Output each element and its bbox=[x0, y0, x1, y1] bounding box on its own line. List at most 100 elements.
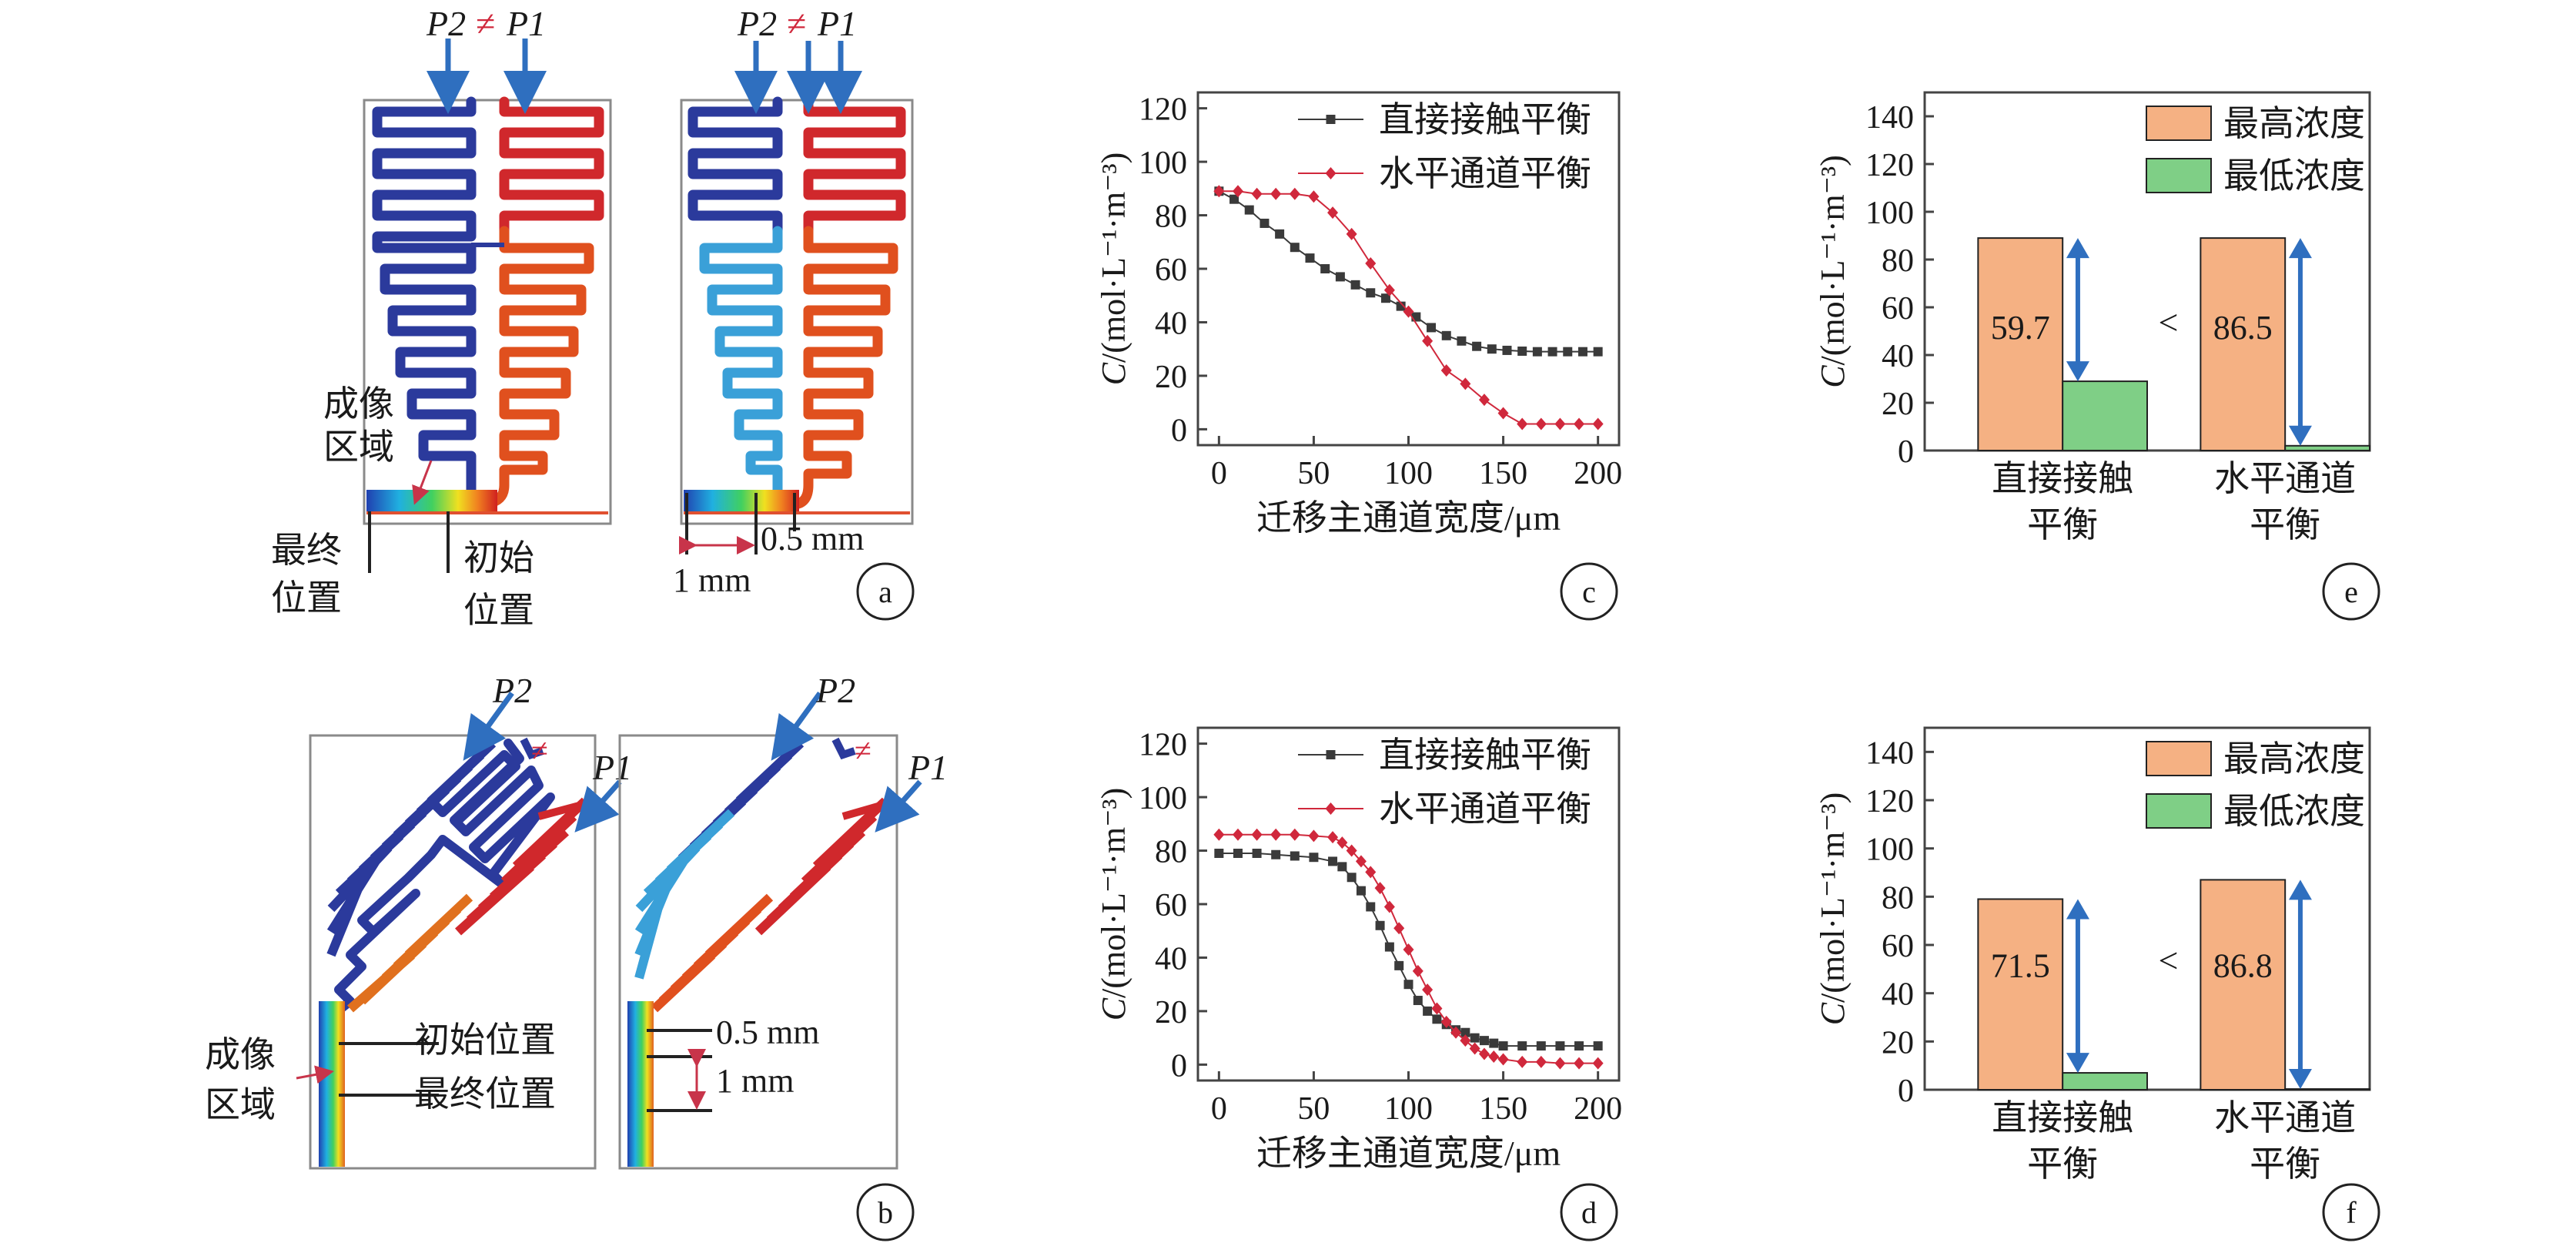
legend-label: 直接接触平衡 bbox=[1379, 735, 1591, 775]
data-point bbox=[1403, 980, 1413, 990]
data-point bbox=[1440, 1015, 1452, 1028]
panel-b-right-device: P2 ≠ P1 0.5 mm 1 mm bbox=[618, 671, 948, 1170]
data-point bbox=[1270, 828, 1282, 841]
y-tick-label: 0 bbox=[1171, 413, 1187, 448]
x-tick-label: 100 bbox=[1384, 456, 1433, 491]
blue-zigzag bbox=[677, 739, 805, 863]
red-zigzag bbox=[754, 797, 889, 936]
data-point bbox=[1440, 364, 1452, 377]
category-label: 直接接触 bbox=[1992, 459, 2133, 498]
panel-d-letter: d bbox=[1560, 1183, 1618, 1241]
data-point bbox=[1427, 323, 1437, 333]
data-point bbox=[1260, 218, 1270, 228]
data-point bbox=[1308, 190, 1320, 203]
data-point bbox=[1593, 347, 1603, 357]
data-point bbox=[1535, 417, 1547, 431]
blue-channel bbox=[326, 739, 555, 1033]
data-point bbox=[1593, 1041, 1603, 1051]
y-tick-label: 60 bbox=[1882, 929, 1914, 964]
y-tick-label: 20 bbox=[1882, 387, 1914, 422]
data-point bbox=[1478, 1047, 1490, 1060]
data-point bbox=[1213, 185, 1225, 198]
bar bbox=[2062, 380, 2148, 452]
y-axis-label-variable: C bbox=[1095, 362, 1132, 385]
panel-d-line-chart: 0 20 40 60 80 100 120 0 50 100 150 200 迁移主通道宽度/μm C/(… bbox=[1095, 726, 1622, 1173]
p1-label: P1 bbox=[506, 4, 546, 43]
p2-label: P2 bbox=[737, 4, 777, 43]
data-point bbox=[1337, 836, 1348, 849]
y-tick-label: 80 bbox=[1155, 835, 1187, 870]
difference-arrow-head bbox=[2066, 1053, 2089, 1074]
blue-inlet bbox=[831, 737, 856, 760]
panel-letter: b bbox=[878, 1195, 893, 1230]
data-point bbox=[1554, 1057, 1566, 1070]
data-point bbox=[1214, 849, 1224, 859]
red-channel bbox=[499, 96, 604, 236]
imaging-region-label-2: 区域 bbox=[323, 427, 394, 467]
difference-label: 86.8 bbox=[2213, 946, 2273, 984]
x-axis-label: 迁移主通道宽度/μm bbox=[1256, 498, 1561, 538]
dim-small-label: 0.5 mm bbox=[761, 520, 864, 558]
y-axis-label-variable: C bbox=[1095, 997, 1132, 1020]
initial-position-label-2: 位置 bbox=[463, 591, 534, 630]
panel-e-letter: e bbox=[2322, 562, 2380, 621]
orange-zigzag bbox=[347, 893, 473, 1013]
x-axis-label: 迁移主通道宽度/μm bbox=[1256, 1134, 1561, 1173]
panel-letter-circle bbox=[856, 562, 915, 621]
final-position-label-2: 位置 bbox=[271, 578, 342, 618]
p2-label: P2 bbox=[492, 671, 532, 710]
x-tick-label: 50 bbox=[1297, 1091, 1330, 1127]
category-label: 平衡 bbox=[2027, 505, 2098, 544]
plot-frame bbox=[1196, 91, 1621, 447]
x-tick-label: 0 bbox=[1211, 1091, 1227, 1127]
data-point bbox=[1479, 1036, 1489, 1046]
difference-label: 71.5 bbox=[1991, 946, 2050, 984]
device-frame bbox=[618, 734, 898, 1170]
data-point bbox=[1470, 1033, 1480, 1043]
panel-b: P2 ≠ P1 成像 区域 初始位置 最终位置 P2 ≠ P1 bbox=[205, 671, 948, 1241]
legend-swatch bbox=[2146, 158, 2212, 193]
legend-label: 直接接触平衡 bbox=[1379, 100, 1591, 139]
panel-letter-circle bbox=[2322, 562, 2380, 621]
data-point bbox=[1592, 1057, 1604, 1070]
data-point bbox=[1251, 828, 1263, 841]
series-2 bbox=[1213, 828, 1604, 1070]
data-point bbox=[1441, 330, 1451, 340]
panel-b-left-device: P2 ≠ P1 成像 区域 初始位置 最终位置 bbox=[205, 671, 632, 1170]
data-point bbox=[1366, 288, 1376, 298]
legend-label: 水平通道平衡 bbox=[1379, 154, 1591, 193]
panel-f-letter: f bbox=[2322, 1183, 2380, 1241]
difference-arrow-head bbox=[2288, 238, 2312, 259]
data-point bbox=[1460, 1034, 1471, 1047]
data-point bbox=[1460, 1027, 1470, 1037]
difference-arrow-head bbox=[2288, 425, 2312, 446]
data-point bbox=[1563, 347, 1573, 357]
data-point bbox=[1535, 1055, 1547, 1068]
legend-label: 水平通道平衡 bbox=[1379, 789, 1591, 829]
difference-label: 86.5 bbox=[2213, 309, 2273, 347]
data-point bbox=[1450, 1026, 1462, 1039]
data-point bbox=[1308, 829, 1320, 843]
y-tick-label: 0 bbox=[1898, 1074, 1914, 1109]
data-point bbox=[1275, 229, 1285, 239]
data-point bbox=[1532, 347, 1542, 357]
bar bbox=[2284, 444, 2370, 451]
data-point bbox=[1574, 417, 1585, 431]
legend-marker bbox=[1326, 750, 1336, 759]
imaging-vertical-channel bbox=[627, 1001, 654, 1167]
y-tick-label: 80 bbox=[1882, 243, 1914, 279]
data-point bbox=[1393, 922, 1405, 935]
red-channel bbox=[803, 96, 906, 236]
data-point bbox=[1365, 257, 1377, 270]
legend-marker bbox=[1325, 802, 1337, 815]
difference-arrow-head bbox=[2066, 899, 2089, 920]
bar bbox=[1977, 898, 2064, 1091]
y-tick-label: 40 bbox=[1155, 306, 1187, 341]
difference-arrow-head bbox=[2288, 879, 2312, 900]
p1-label: P1 bbox=[592, 748, 632, 787]
y-tick-label: 20 bbox=[1155, 360, 1187, 395]
data-point bbox=[1517, 346, 1527, 356]
data-point bbox=[1328, 856, 1338, 866]
y-tick-label: 100 bbox=[1865, 196, 1914, 231]
data-point bbox=[1229, 194, 1239, 204]
